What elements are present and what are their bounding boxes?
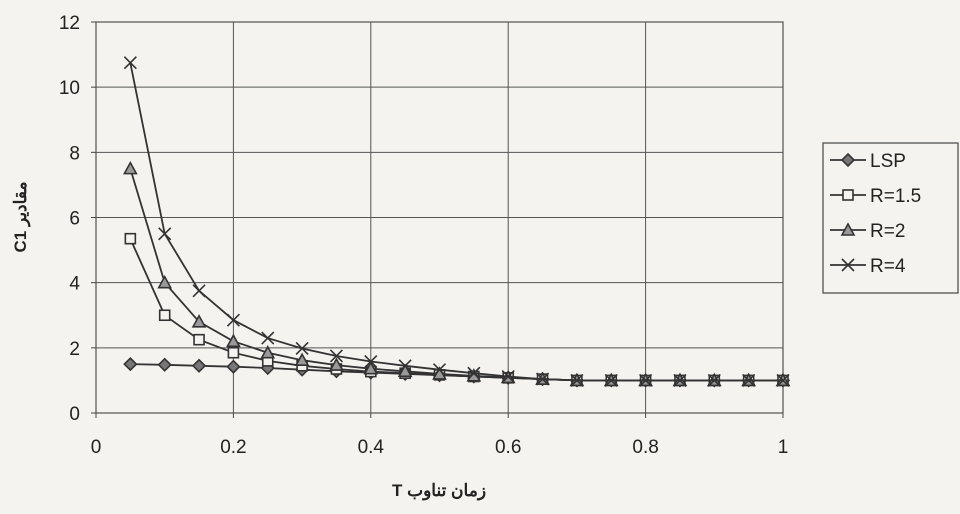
data-point xyxy=(639,373,653,387)
data-point xyxy=(226,333,241,348)
data-point xyxy=(158,227,172,241)
y-tick-label: 8 xyxy=(69,143,80,164)
x-tick-label: 1 xyxy=(778,437,789,458)
x-tick-label: 0 xyxy=(91,437,102,458)
data-point xyxy=(673,373,687,387)
data-point xyxy=(226,359,241,374)
legend-entry: LSP xyxy=(830,151,906,172)
data-point xyxy=(363,361,379,375)
data-point xyxy=(742,373,756,387)
data-point xyxy=(294,352,310,367)
series-line xyxy=(129,62,783,382)
x-tick-label: 0.8 xyxy=(632,437,658,458)
y-tick-label: 10 xyxy=(59,78,80,99)
data-point xyxy=(295,341,309,356)
data-point xyxy=(570,373,584,387)
legend: LSP R=1.5 R=2 R=4 xyxy=(822,142,959,294)
legend-marker xyxy=(840,222,856,236)
data-point xyxy=(260,345,276,359)
data-point xyxy=(261,331,275,345)
data-point xyxy=(191,314,207,328)
data-point xyxy=(157,357,172,372)
data-point xyxy=(397,363,413,378)
data-point xyxy=(432,363,447,377)
x-tick-label: 0.2 xyxy=(220,437,246,458)
legend-entries: LSP R=1.5 R=2 R=4 xyxy=(830,151,921,277)
legend-label: LSP xyxy=(870,151,906,172)
x-tick-label: 0.4 xyxy=(358,437,385,458)
data-point xyxy=(123,160,138,175)
ticks: 0 2 4 6 8 10 12 0 0.2 0.4 0.6 0.8 1 xyxy=(59,13,788,458)
data-point xyxy=(501,369,515,384)
grid xyxy=(95,21,784,414)
data-point xyxy=(157,274,173,289)
data-point xyxy=(191,358,207,373)
data-point xyxy=(364,354,378,369)
data-point xyxy=(707,373,721,387)
data-point xyxy=(535,372,550,386)
legend-marker xyxy=(840,152,856,168)
data-point xyxy=(398,359,412,373)
data-point xyxy=(329,357,344,371)
data-point xyxy=(226,313,240,327)
legend-label: R=2 xyxy=(870,221,905,242)
legend-marker xyxy=(841,258,855,272)
legend-entry: R=2 xyxy=(830,221,905,242)
data-point xyxy=(467,366,481,380)
y-tick-label: 0 xyxy=(69,404,80,425)
series-r-2 xyxy=(123,160,791,387)
legend-entry: R=1.5 xyxy=(830,186,921,207)
data-point xyxy=(123,356,138,372)
legend-entry: R=4 xyxy=(830,256,906,277)
series-r-4 xyxy=(123,56,790,387)
data-point xyxy=(604,373,618,387)
y-tick-label: 2 xyxy=(69,339,80,360)
data-point xyxy=(158,309,171,322)
series-r-1-5 xyxy=(124,232,789,387)
data-point xyxy=(329,349,344,363)
data-point xyxy=(123,56,137,70)
legend-marker xyxy=(842,189,854,201)
x-axis-title: زمان تناوب T xyxy=(392,481,486,501)
y-tick-label: 4 xyxy=(69,274,80,295)
data-point xyxy=(227,346,240,359)
legend-label: R=1.5 xyxy=(870,186,921,207)
data-point xyxy=(193,333,205,346)
series-line xyxy=(129,238,783,382)
data-point xyxy=(192,284,206,298)
legend-label: R=4 xyxy=(870,256,906,277)
series-group xyxy=(123,56,791,388)
data-point xyxy=(776,373,790,387)
y-tick-label: 6 xyxy=(69,209,80,230)
y-tick-label: 12 xyxy=(59,13,80,34)
data-point xyxy=(124,232,137,245)
x-tick-label: 0.6 xyxy=(495,437,521,458)
y-axis-title: مقادیر C1 xyxy=(11,181,31,252)
